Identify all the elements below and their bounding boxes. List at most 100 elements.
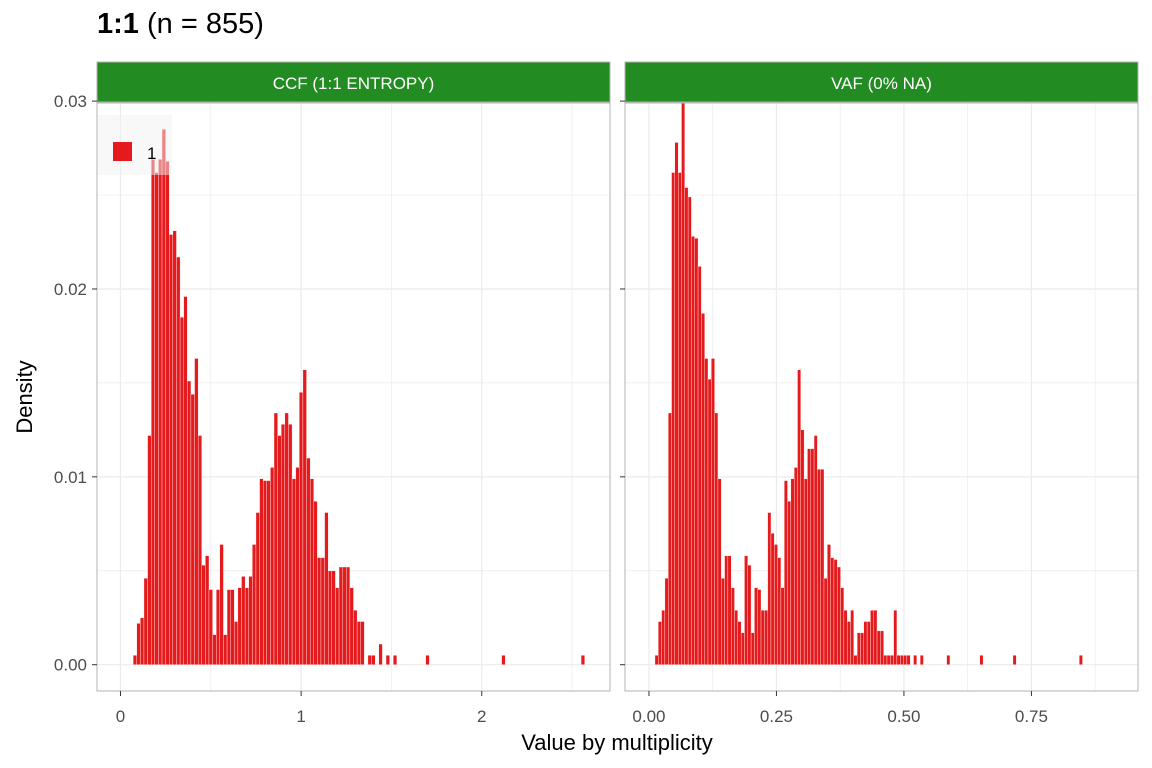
histogram-bar	[306, 457, 311, 665]
histogram-bar	[863, 621, 868, 665]
panel-2	[620, 61, 1139, 696]
histogram-bar	[873, 610, 878, 665]
histogram-bar	[893, 610, 898, 665]
histogram-bar	[356, 621, 361, 665]
histogram-bar	[856, 632, 861, 665]
facet-strip	[96, 61, 611, 103]
histogram-bar	[843, 610, 848, 665]
histogram-bar	[790, 478, 795, 665]
histogram-bar	[807, 448, 811, 665]
histogram-bar	[205, 555, 210, 665]
histogram-bar	[328, 570, 332, 665]
histogram-bar	[780, 587, 785, 665]
histogram-bar	[223, 634, 228, 665]
histogram-bar	[734, 610, 738, 665]
histogram-bar	[501, 655, 506, 665]
histogram-bar	[197, 435, 202, 665]
histogram-bar	[681, 97, 685, 665]
histogram-bar	[226, 589, 231, 665]
histogram-bar	[717, 478, 722, 665]
histogram-bar	[674, 142, 679, 665]
histogram-bar	[335, 587, 340, 665]
histogram-bar	[860, 632, 864, 665]
histogram-bar	[208, 589, 213, 665]
histogram-bar	[313, 501, 318, 665]
histogram-bar	[707, 378, 712, 665]
histogram-bar	[810, 448, 815, 665]
histogram-bar	[853, 655, 858, 665]
histogram-bar	[291, 478, 296, 665]
histogram-bar	[154, 172, 159, 665]
histogram-bar	[886, 655, 891, 665]
histogram-bar	[866, 621, 871, 665]
histogram-bar	[664, 578, 669, 665]
panel-border	[96, 102, 611, 692]
histogram-bar	[724, 555, 729, 665]
histogram-bar	[903, 655, 908, 665]
legend-background	[98, 115, 172, 175]
histogram-bar	[317, 557, 322, 665]
histogram-bar	[201, 564, 206, 665]
histogram-bar	[704, 358, 709, 665]
histogram-bar	[784, 480, 788, 665]
histogram-bar	[721, 578, 725, 665]
histogram-bar	[767, 512, 772, 665]
histogram-bar	[770, 533, 775, 665]
y-tick-label: 0.03	[54, 92, 87, 111]
panel-border	[624, 102, 1139, 692]
histogram-bar	[740, 632, 745, 665]
histogram-bar	[371, 655, 376, 665]
histogram-bar	[346, 566, 351, 665]
x-tick-label: 0.75	[1015, 707, 1048, 726]
histogram-bar	[331, 570, 336, 665]
histogram-bar	[140, 617, 145, 665]
histogram-bar	[697, 266, 702, 665]
histogram-bar	[731, 587, 735, 665]
title-main: 1:1	[97, 8, 139, 40]
histogram-bar	[823, 578, 828, 665]
histogram-bar	[883, 655, 888, 665]
x-tick-label: 1	[296, 707, 305, 726]
histogram-bar	[237, 587, 242, 665]
histogram-bar	[194, 358, 199, 665]
histogram-bar	[212, 634, 217, 665]
histogram-bar	[797, 369, 801, 665]
histogram-bar	[714, 412, 719, 665]
page-title: 1:1 (n = 855)	[97, 8, 264, 41]
histogram-bar	[737, 621, 742, 665]
histogram-bar	[309, 478, 314, 665]
histogram-bar	[813, 435, 818, 665]
histogram-bar	[850, 610, 855, 665]
histogram-bar	[266, 480, 271, 665]
histogram-bar	[349, 587, 354, 665]
histogram-bar	[277, 435, 282, 665]
histogram-bar	[777, 557, 782, 665]
histogram-bar	[158, 159, 163, 665]
histogram-bar	[820, 469, 825, 665]
panel-1	[92, 61, 611, 696]
histogram-bar	[281, 424, 286, 665]
y-tick-label: 0.02	[54, 280, 87, 299]
histogram-bar	[668, 412, 672, 665]
histogram-bar	[1012, 655, 1017, 665]
histogram-bar	[906, 655, 911, 665]
histogram-bar	[827, 544, 831, 665]
histogram-bar	[787, 501, 792, 665]
x-tick-label: 0.00	[632, 707, 665, 726]
histogram-bar	[353, 610, 358, 665]
y-tick-label: 0.00	[54, 656, 87, 675]
y-tick-label: 0.01	[54, 468, 87, 487]
histogram-bar	[833, 559, 838, 665]
histogram-bar	[324, 512, 329, 665]
x-tick-label: 0	[116, 707, 125, 726]
histogram-bar	[284, 412, 289, 665]
histogram-bar	[179, 316, 184, 665]
histogram-bar	[757, 589, 762, 665]
histogram-bar	[830, 557, 835, 665]
histogram-bar	[840, 587, 845, 665]
x-axis-title: Value by multiplicity	[521, 730, 713, 755]
histogram-bar	[900, 655, 904, 665]
histogram-bar	[342, 566, 347, 665]
histogram-bar	[393, 655, 398, 665]
